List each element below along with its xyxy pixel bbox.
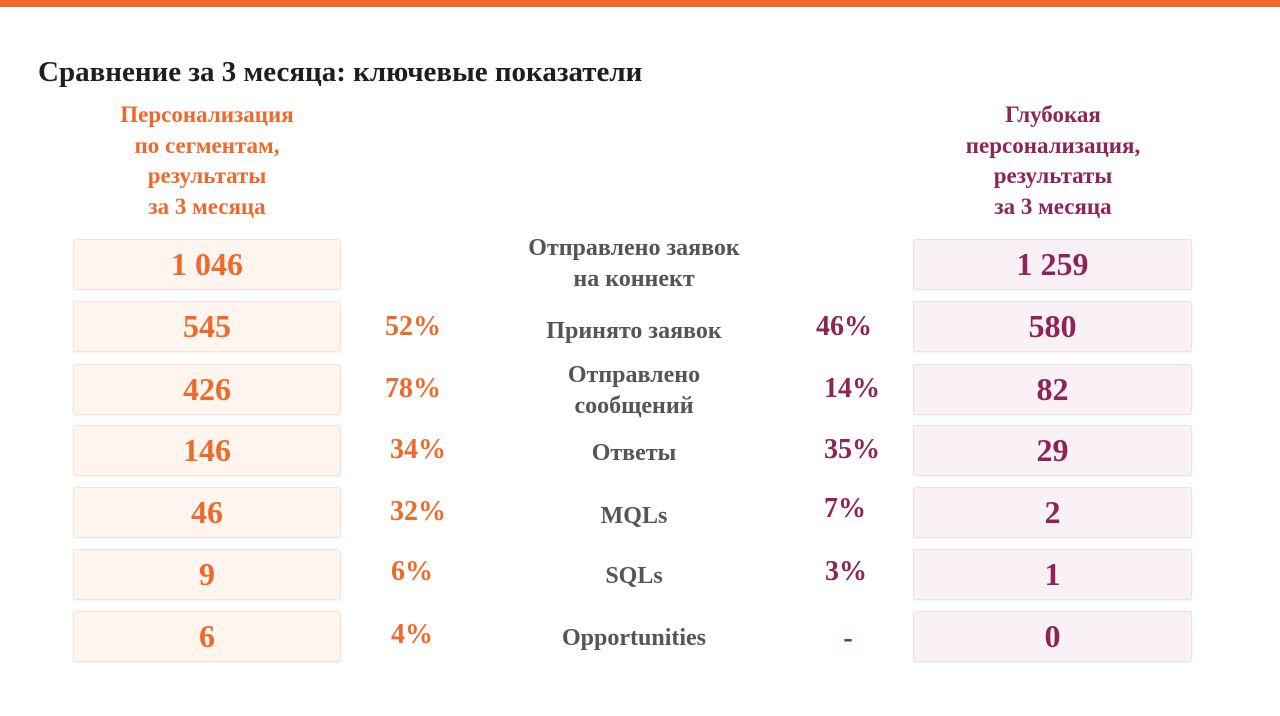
right-value-box: 1 [913,549,1192,600]
left-header-line: за 3 месяца [148,193,266,219]
left-header-line: результаты [147,163,267,188]
left-value-box: 1 046 [73,239,341,290]
right-conversion-percent: 46% [816,311,872,342]
metric-label-line: сообщений [574,393,694,419]
left-header-line: по сегментам, [134,132,280,158]
left-conversion-percent: 78% [385,373,441,404]
right-conversion-percent: 3% [825,556,867,587]
slide-title: Сравнение за 3 месяца: ключевые показате… [38,56,643,88]
metric-label-line: MQLs [600,503,668,529]
metric-label: Ответы [484,438,784,469]
left-conversion-percent: 34% [390,434,446,465]
left-conversion-percent: 4% [391,619,433,650]
right-value-box: 1 259 [913,239,1192,290]
left-column-header: Персонализация по сегментам, результаты … [47,100,367,222]
right-value-box: 2 [913,487,1192,538]
metric-label-line: на коннект [573,266,695,292]
top-accent-bar [0,0,1280,7]
metric-label: Opportunities [484,623,784,654]
metric-label-line: SQLs [605,563,663,589]
right-value-box: 580 [913,301,1192,352]
right-conversion-percent: 7% [824,493,866,524]
metric-label: Принято заявок [484,316,784,347]
metric-label: Отправлено заявок на коннект [484,233,784,295]
left-value-box: 545 [73,301,341,352]
metric-label-line: Принято заявок [546,318,722,344]
left-value-box: 46 [73,487,341,538]
metric-label: Отправлено сообщений [484,360,784,422]
metric-label-line: Отправлено [567,362,701,388]
left-conversion-percent: 32% [390,496,446,527]
right-value-box: 0 [913,611,1192,662]
right-column-header: Глубокая персонализация, результаты за 3… [893,100,1213,222]
metric-label: SQLs [484,561,784,592]
metric-label: MQLs [484,501,784,532]
metric-label-line: Opportunities [561,625,707,651]
right-conversion-percent: 14% [824,373,880,404]
left-header-line: Персонализация [120,102,294,127]
right-conversion-percent: 35% [824,434,880,465]
left-conversion-percent: 6% [391,556,433,587]
left-value-box: 146 [73,425,341,476]
left-value-box: 426 [73,364,341,415]
right-header-line: Глубокая [1005,102,1101,127]
left-value-box: 9 [73,549,341,600]
right-value-box: 29 [913,425,1192,476]
right-header-line: результаты [993,163,1113,188]
right-value-box: 82 [913,364,1192,415]
right-header-line: персонализация, [965,132,1141,158]
metric-label-line: Ответы [591,440,677,466]
metric-label-line: Отправлено заявок [528,235,740,261]
left-value-box: 6 [73,611,341,662]
right-conversion-percent: - [843,623,853,654]
left-conversion-percent: 52% [385,311,441,342]
right-header-line: за 3 месяца [994,193,1112,219]
